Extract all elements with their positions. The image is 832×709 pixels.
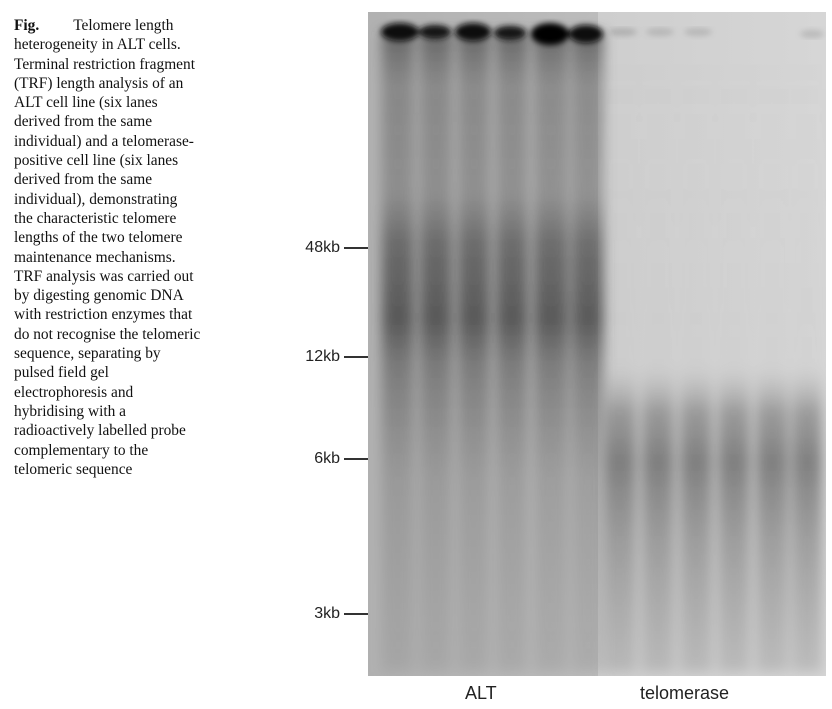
- caption-line: lengths of the two telomere: [14, 229, 183, 247]
- gel-group-label-alt: ALT: [465, 683, 497, 703]
- caption-line: sequence, separating by: [14, 345, 161, 363]
- caption-line: ALT cell line (six lanes: [14, 94, 158, 112]
- figure-label: Fig.: [14, 17, 40, 34]
- caption-line: do not recognise the telomeric: [14, 325, 201, 343]
- alt-lane-smear-3: [458, 32, 490, 672]
- tel-lane-smear-2: [642, 52, 674, 672]
- alt-lane-smear-6: [572, 32, 604, 672]
- gel-group-label-telomerase: telomerase: [640, 683, 730, 703]
- alt-well-band-5: [531, 23, 569, 45]
- size-marker-label: 48kb: [305, 239, 340, 256]
- size-marker-label: 12kb: [305, 348, 340, 365]
- caption-line: Terminal restriction fragment: [14, 55, 195, 73]
- alt-well-band-2: [419, 25, 451, 39]
- size-marker-label: 6kb: [314, 450, 340, 467]
- caption-line: complementary to the: [14, 441, 149, 459]
- caption-line: positive cell line (six lanes: [14, 152, 179, 170]
- size-marker-tick: [344, 458, 368, 460]
- tel-lane-smear-6: [792, 52, 822, 672]
- caption-line: electrophoresis and: [14, 383, 134, 401]
- alt-lane-smear-2: [420, 32, 452, 672]
- alt-well-band-3: [455, 23, 491, 41]
- gel-image: [368, 12, 826, 676]
- size-marker-48kb: 48kb: [282, 238, 368, 258]
- caption-line: radioactively labelled probe: [14, 422, 186, 440]
- alt-well-band-1: [381, 23, 419, 41]
- caption-line: individual), demonstrating: [14, 190, 178, 208]
- alt-lane-smear-5: [534, 32, 568, 672]
- caption-line: derived from the same: [14, 171, 153, 189]
- alt-lane-smear-4: [496, 32, 528, 672]
- caption-line: Telomere length: [73, 17, 174, 34]
- caption-line: hybridising with a: [14, 402, 127, 420]
- size-marker-tick: [344, 247, 368, 249]
- caption-line: maintenance mechanisms.: [14, 248, 176, 266]
- caption-line: TRF analysis was carried out: [14, 267, 194, 285]
- caption-line: (TRF) length analysis of an: [14, 74, 184, 92]
- size-marker-12kb: 12kb: [282, 347, 368, 367]
- alt-lane-group: [382, 32, 604, 672]
- telomerase-well-traces: [609, 28, 824, 38]
- size-marker-3kb: 3kb: [282, 604, 368, 624]
- size-marker-6kb: 6kb: [282, 449, 368, 469]
- alt-well-band-4: [494, 26, 526, 40]
- caption-line: telomeric sequence: [14, 460, 133, 478]
- tel-lane-smear-4: [718, 52, 750, 672]
- caption-line: pulsed field gel: [14, 364, 109, 382]
- caption-line: by digesting genomic DNA: [14, 287, 184, 305]
- size-marker-tick: [344, 356, 368, 358]
- tel-lane-smear-1: [604, 52, 636, 672]
- alt-well-band-6: [569, 25, 603, 43]
- tel-well-trace-4: [800, 30, 824, 38]
- size-marker-label: 3kb: [314, 605, 340, 622]
- tel-well-trace-1: [609, 28, 637, 36]
- figure-caption: Fig. Telomere length heterogeneity in ALT…: [14, 16, 274, 479]
- caption-line: with restriction enzymes that: [14, 306, 193, 324]
- caption-line: the characteristic telomere: [14, 209, 177, 227]
- telomerase-lane-group: [604, 52, 822, 672]
- tel-lane-smear-5: [756, 52, 788, 672]
- size-marker-tick: [344, 613, 368, 615]
- tel-well-trace-2: [646, 28, 674, 36]
- alt-lane-smear-1: [382, 32, 414, 672]
- caption-line: derived from the same: [14, 113, 153, 131]
- tel-well-trace-3: [684, 28, 712, 36]
- tel-lane-smear-3: [680, 52, 712, 672]
- alt-top-bands: [381, 23, 603, 45]
- caption-line: heterogeneity in ALT cells.: [14, 36, 181, 54]
- caption-line: individual) and a telomerase-: [14, 132, 194, 150]
